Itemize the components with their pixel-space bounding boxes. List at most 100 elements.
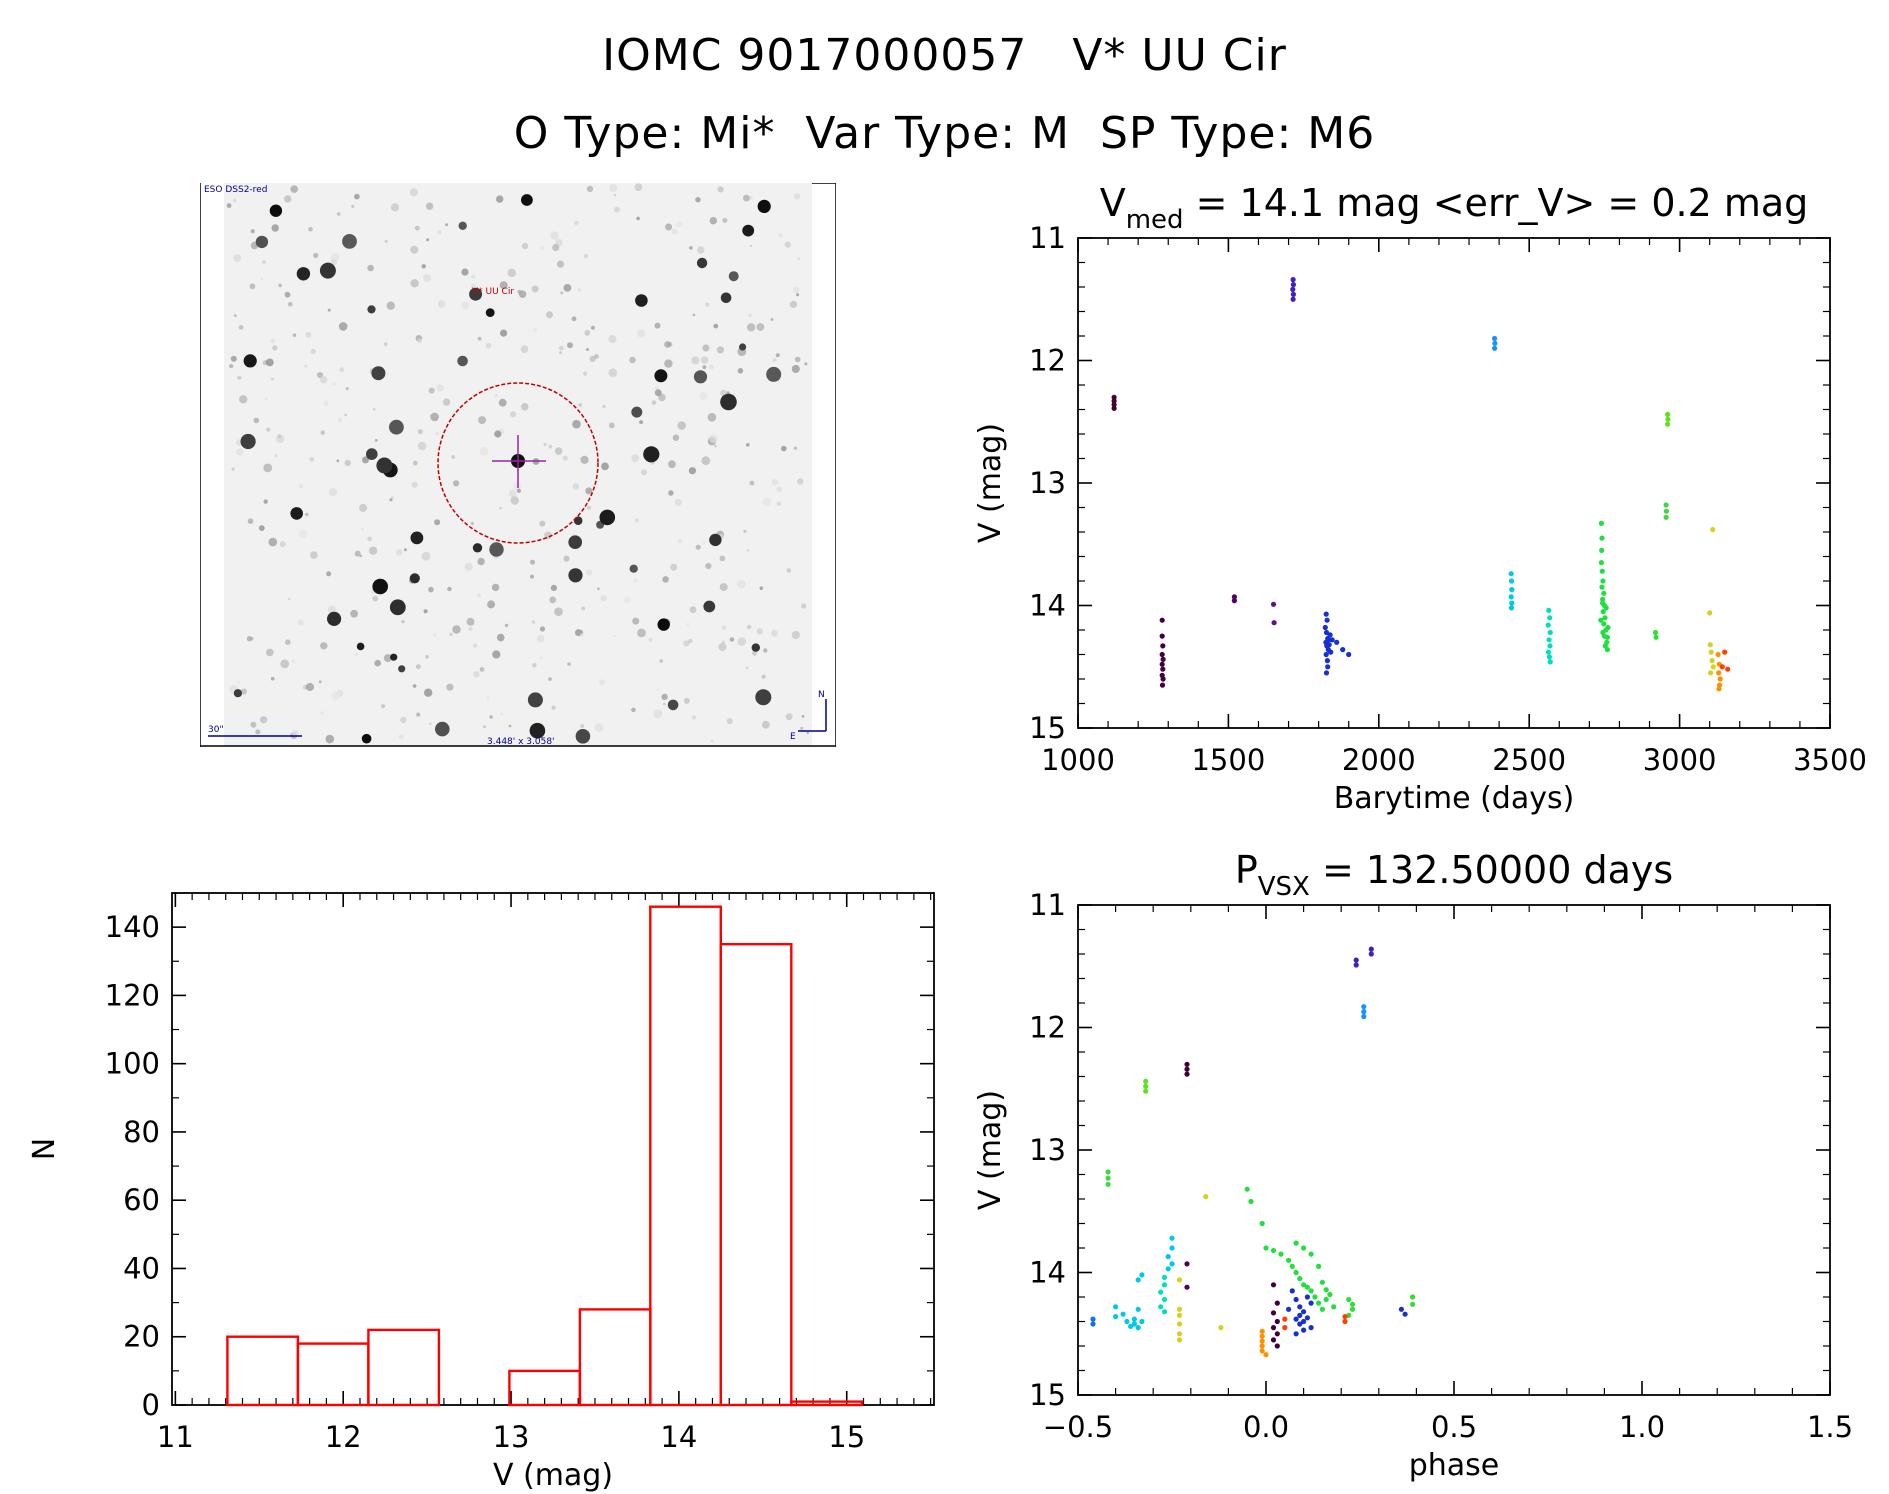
- star: [247, 518, 254, 524]
- star: [461, 301, 470, 310]
- star: [371, 366, 386, 381]
- fov-label: 3.448' x 3.058': [487, 737, 555, 747]
- star: [367, 536, 373, 542]
- data-point: [1301, 1327, 1307, 1333]
- star: [409, 573, 420, 584]
- plot-frame: [171, 892, 935, 1406]
- star: [285, 639, 291, 645]
- y-axis-label: V (mag): [973, 1090, 1008, 1210]
- star: [693, 370, 708, 384]
- star: [761, 674, 766, 679]
- star: [250, 721, 257, 728]
- star: [331, 691, 341, 701]
- data-point: [1601, 621, 1607, 627]
- star: [587, 505, 591, 510]
- data-point: [1169, 1235, 1175, 1241]
- star: [330, 252, 340, 262]
- data-point: [1131, 1321, 1137, 1327]
- star: [410, 245, 419, 254]
- data-point: [1218, 1325, 1224, 1331]
- star: [255, 729, 261, 735]
- data-point: [1402, 1311, 1408, 1317]
- star: [702, 540, 706, 544]
- star: [271, 224, 279, 232]
- star: [354, 550, 361, 557]
- star: [759, 586, 764, 590]
- data-point: [1327, 1291, 1333, 1298]
- x-tick-label: 3500: [1793, 743, 1867, 777]
- x-tick-label: 1.0: [1619, 1410, 1665, 1444]
- data-point: [1176, 1331, 1183, 1337]
- star: [320, 642, 328, 650]
- data-point: [1135, 1306, 1141, 1312]
- star: [785, 713, 793, 721]
- star: [608, 368, 618, 377]
- x-tick-label: 13: [493, 1420, 530, 1454]
- star: [246, 636, 253, 642]
- data-point: [1323, 651, 1329, 658]
- x-tick-label: 2000: [1342, 743, 1416, 777]
- data-point: [1139, 1272, 1145, 1278]
- star: [430, 412, 439, 422]
- star: [243, 354, 257, 368]
- data-point: [1111, 394, 1117, 400]
- star: [452, 625, 461, 634]
- data-point: [1297, 1312, 1303, 1318]
- star: [601, 462, 609, 471]
- star: [608, 422, 615, 429]
- star: [237, 375, 242, 380]
- star: [320, 376, 328, 384]
- star: [260, 716, 268, 724]
- y-tick-label: 14: [1029, 589, 1066, 623]
- star: [263, 463, 273, 473]
- star: [359, 503, 368, 512]
- star: [288, 597, 291, 601]
- star: [270, 377, 274, 381]
- star: [634, 518, 639, 523]
- data-point: [1301, 1282, 1307, 1288]
- star: [793, 446, 797, 450]
- data-point: [1304, 1284, 1310, 1290]
- chart-title-line1: IOMC 9017000057 V* UU Cir: [602, 30, 1287, 81]
- star: [360, 528, 364, 531]
- data-point: [1368, 946, 1374, 952]
- data-point: [1259, 1343, 1265, 1349]
- star: [695, 544, 701, 550]
- star: [794, 356, 801, 363]
- star: [554, 607, 563, 616]
- star: [492, 650, 501, 659]
- star: [471, 283, 477, 289]
- star: [428, 387, 435, 394]
- star: [255, 235, 269, 249]
- star: [560, 291, 564, 295]
- title-rest: = 14.1 mag <err_V> = 0.2 mag: [1184, 181, 1809, 225]
- star: [718, 643, 727, 651]
- data-point: [1722, 649, 1728, 655]
- data-point: [1601, 590, 1607, 596]
- star: [473, 643, 478, 648]
- data-point: [1545, 622, 1551, 628]
- star: [500, 329, 508, 337]
- data-point: [1346, 1296, 1352, 1303]
- data-point: [1710, 527, 1716, 533]
- star: [665, 223, 673, 231]
- data-point: [1605, 624, 1611, 631]
- star: [637, 329, 646, 338]
- x-tick-label: 12: [325, 1420, 362, 1454]
- data-point: [1308, 1251, 1314, 1257]
- data-point: [1304, 1294, 1310, 1300]
- data-point: [1398, 1306, 1404, 1312]
- star: [713, 323, 719, 329]
- star: [449, 632, 453, 637]
- y-tick-label: 13: [1029, 1133, 1066, 1167]
- star: [417, 338, 422, 344]
- star: [367, 305, 376, 314]
- histogram-bar: [790, 1400, 863, 1407]
- star: [634, 183, 643, 192]
- star: [310, 551, 318, 559]
- star: [580, 455, 589, 464]
- data-point: [1653, 634, 1659, 640]
- data-point: [1368, 951, 1374, 957]
- star: [258, 525, 265, 531]
- title-main: V: [1100, 181, 1126, 225]
